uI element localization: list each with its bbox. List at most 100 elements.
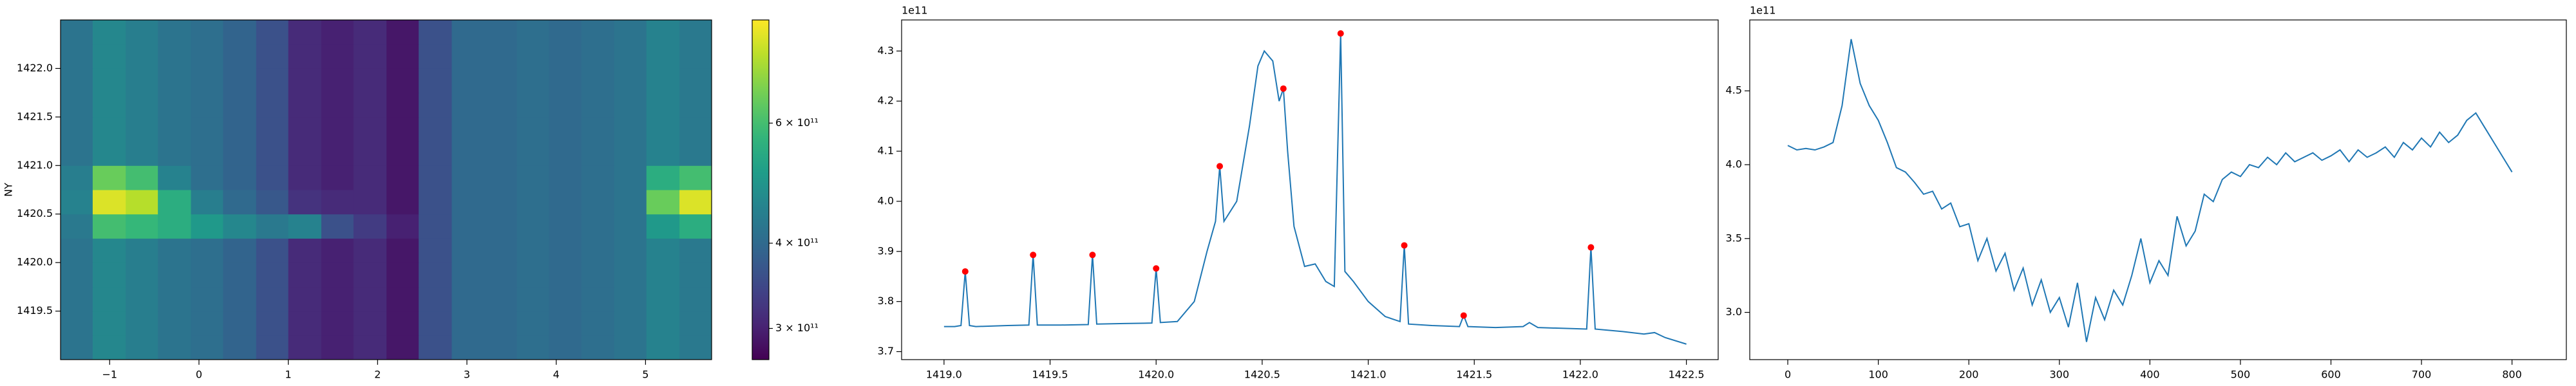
heatmap-cell <box>288 141 322 166</box>
heatmap-cell <box>679 262 712 288</box>
colorbar-tick-label: 6 × 10¹¹ <box>775 116 819 129</box>
heatmap-cell <box>451 238 484 263</box>
heatmap-cell <box>549 20 582 45</box>
heatmap-cell <box>158 68 191 93</box>
heatmap-cell <box>386 116 419 142</box>
heatmap-cell <box>61 93 93 118</box>
heatmap-cell <box>484 335 518 360</box>
peak-marker <box>1030 252 1037 259</box>
y-tick-label: 1420.5 <box>17 207 53 219</box>
heatmap-cell <box>191 141 223 166</box>
heatmap-cell <box>646 238 680 263</box>
heatmap-cell <box>61 190 93 215</box>
heatmap-cell <box>419 116 452 142</box>
x-tick-label: 1 <box>285 369 292 381</box>
data-line <box>1787 39 2513 342</box>
heatmap-cell <box>646 93 680 118</box>
heatmap-cell <box>451 141 484 166</box>
heatmap-cell <box>451 93 484 118</box>
heatmap-cell <box>451 190 484 215</box>
heatmap-cell <box>191 68 223 93</box>
heatmap-cell <box>321 68 354 93</box>
heatmap-cell <box>61 262 93 288</box>
x-tick-label: 1422.0 <box>1562 369 1598 381</box>
heatmap-cell <box>679 165 712 190</box>
heatmap-cell <box>484 238 518 263</box>
heatmap-cell <box>419 262 452 288</box>
x-tick-label: 1419.0 <box>926 369 962 381</box>
heatmap-cell <box>451 286 484 312</box>
heatmap-cell <box>61 238 93 263</box>
peak-marker <box>961 268 969 275</box>
heatmap-cell <box>614 93 647 118</box>
heatmap-cell <box>92 165 126 190</box>
heatmap-cell <box>549 335 582 360</box>
heatmap-cell <box>158 190 191 215</box>
heatmap-cell <box>92 214 126 239</box>
heatmap-cell <box>646 44 680 69</box>
heatmap-cell <box>321 93 354 118</box>
heatmap-cell <box>614 20 647 45</box>
x-tick-label: 600 <box>2321 369 2341 381</box>
heatmap-cell <box>353 44 387 69</box>
heatmap-cell <box>516 286 550 312</box>
heatmap-cell <box>92 262 126 288</box>
y-tick-label: 3.9 <box>878 244 894 257</box>
heatmap-cell <box>353 190 387 215</box>
heatmap-cell <box>92 93 126 118</box>
peak-marker <box>1217 163 1224 170</box>
x-tick-label: 2 <box>374 369 381 381</box>
heatmap-cell <box>61 335 93 360</box>
heatmap-cell <box>223 141 257 166</box>
heatmap-cell <box>581 68 615 93</box>
y-tick-label: 4.1 <box>878 145 894 157</box>
heatmap-cell <box>549 190 582 215</box>
heatmap-cell <box>549 116 582 142</box>
heatmap-cell <box>223 262 257 288</box>
heatmap-cell <box>581 116 615 142</box>
heatmap-cell <box>191 335 223 360</box>
heatmap-cell <box>679 238 712 263</box>
heatmap-cell <box>191 190 223 215</box>
heatmap-cell <box>191 311 223 336</box>
heatmap-cell <box>158 141 191 166</box>
heatmap-cell <box>386 311 419 336</box>
heatmap-cell <box>646 116 680 142</box>
heatmap-cell <box>646 214 680 239</box>
heatmap-cell <box>223 311 257 336</box>
heatmap-cell <box>614 311 647 336</box>
heatmap-cell <box>223 190 257 215</box>
heatmap-cell <box>92 238 126 263</box>
heatmap-cell <box>288 165 322 190</box>
heatmap-cell <box>484 93 518 118</box>
peak-marker <box>1280 85 1287 92</box>
heatmap-cell <box>353 165 387 190</box>
heatmap-cell <box>353 238 387 263</box>
heatmap-cell <box>484 141 518 166</box>
heatmap-cell <box>158 238 191 263</box>
heatmap-cell <box>256 286 289 312</box>
heatmap-cell <box>679 214 712 239</box>
heatmap-cell <box>581 238 615 263</box>
y-tick-label: 1420.0 <box>17 256 53 268</box>
heatmap-cell <box>386 141 419 166</box>
heatmap-cell <box>646 286 680 312</box>
heatmap-cell <box>484 286 518 312</box>
y-tick-label: 1419.5 <box>17 304 53 317</box>
heatmap-cell <box>679 286 712 312</box>
heatmap-cell <box>484 165 518 190</box>
heatmap-cell <box>614 190 647 215</box>
heatmap-cell <box>353 214 387 239</box>
x-tick-label: 400 <box>2140 369 2160 381</box>
heatmap-cell <box>256 141 289 166</box>
heatmap-cell <box>223 116 257 142</box>
heatmap-cell <box>614 44 647 69</box>
heatmap-cell <box>581 141 615 166</box>
heatmap-cell <box>419 141 452 166</box>
heatmap-cell <box>191 262 223 288</box>
heatmap-cell <box>223 238 257 263</box>
heatmap-cell <box>614 116 647 142</box>
heatmap-cell <box>451 44 484 69</box>
heatmap-cell <box>256 165 289 190</box>
